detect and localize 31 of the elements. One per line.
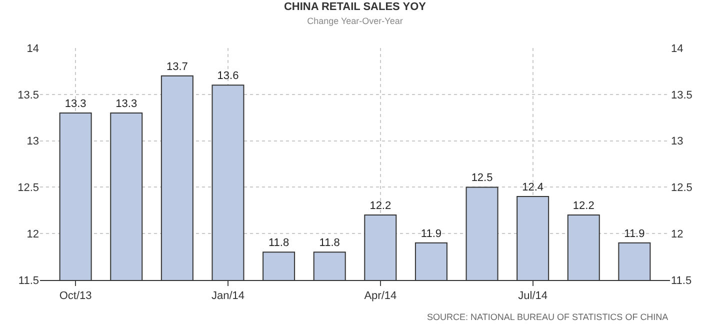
x-tick-label: Oct/13 [59, 290, 92, 302]
data-label: 12.5 [471, 172, 493, 184]
chart-title: CHINA RETAIL SALES YOY [284, 0, 427, 13]
x-tick-label: Apr/14 [364, 290, 397, 302]
y-tick-label: 13.5 [18, 89, 39, 102]
y-tick-label: 12 [26, 228, 39, 240]
y-tick-label: 12.5 [18, 182, 39, 194]
y2-tick-label: 12.5 [671, 182, 692, 194]
data-label: 13.3 [64, 98, 86, 110]
chart-subtitle: Change Year-Over-Year [307, 16, 403, 26]
data-label: 13.3 [116, 98, 138, 110]
data-label: 11.9 [624, 228, 645, 240]
data-label: 11.8 [268, 237, 290, 250]
source-note: SOURCE: NATIONAL BUREAU OF STATISTICS OF CHINA [427, 312, 668, 322]
data-label: 12.4 [522, 181, 544, 194]
data-label: 12.2 [370, 200, 392, 212]
data-label: 13.6 [217, 70, 239, 82]
y2-tick-label: 12 [671, 228, 684, 240]
y2-tick-label: 14 [671, 42, 684, 55]
data-label: 12.2 [572, 200, 594, 212]
data-label: 11.8 [319, 237, 340, 250]
y2-tick-label: 13.5 [671, 89, 692, 102]
x-tick-label: Jul/14 [518, 290, 548, 302]
data-label: 11.9 [420, 228, 442, 240]
y-tick-label: 13 [26, 136, 39, 148]
y2-tick-label: 13 [671, 136, 684, 148]
y2-tick-label: 11.5 [671, 274, 692, 287]
y-tick-label: 11.5 [18, 274, 39, 287]
y-tick-label: 14 [26, 42, 39, 55]
data-label: 13.7 [166, 60, 188, 73]
x-tick-label: Jan/14 [211, 290, 244, 302]
